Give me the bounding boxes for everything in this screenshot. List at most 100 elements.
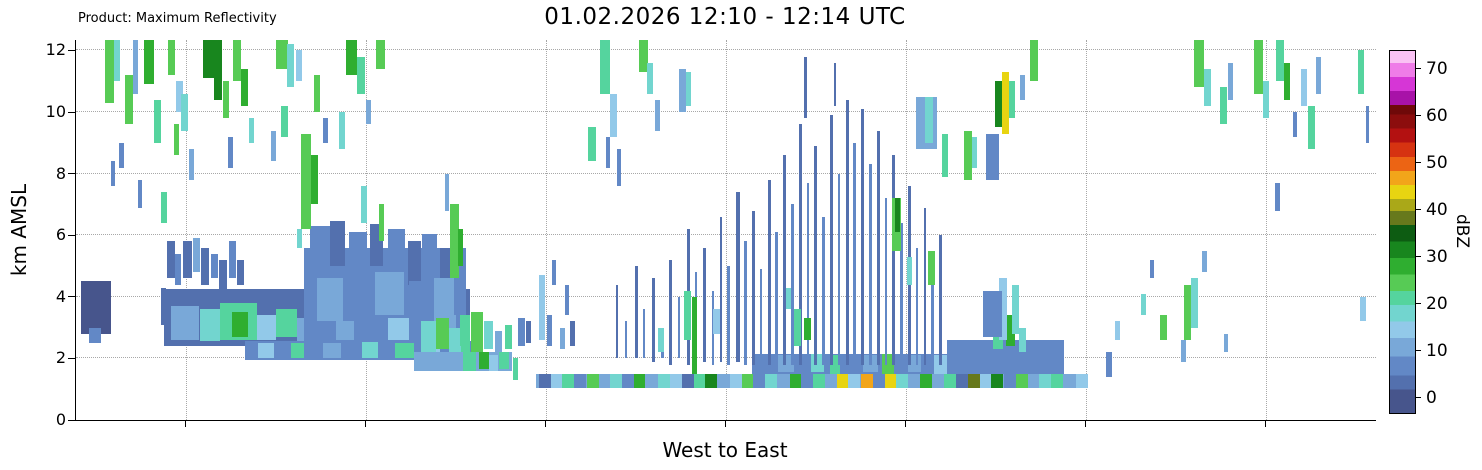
reflectivity-bar — [570, 321, 576, 347]
reflectivity-bar — [729, 373, 742, 388]
reflectivity-bar — [360, 185, 368, 223]
reflectivity-bar — [489, 355, 499, 371]
reflectivity-bar — [1201, 250, 1207, 273]
reflectivity-bar — [182, 241, 192, 279]
reflectivity-bar — [113, 40, 121, 82]
product-label: Product: Maximum Reflectivity — [78, 11, 277, 26]
x-tick — [184, 421, 186, 427]
reflectivity-bar — [219, 259, 227, 291]
reflectivity-bar — [705, 373, 718, 388]
gridline-vertical — [906, 40, 908, 420]
reflectivity-bar — [599, 40, 611, 94]
reflectivity-bar — [471, 312, 483, 353]
colorbar-tick-label: 50 — [1426, 152, 1448, 173]
reflectivity-bar — [651, 278, 655, 362]
reflectivity-bar — [806, 182, 810, 365]
colorbar-label: dBZ — [1450, 50, 1474, 412]
reflectivity-bar — [685, 72, 691, 106]
reflectivity-bar — [791, 204, 794, 365]
reflectivity-bar — [646, 62, 654, 94]
reflectivity-bar — [884, 373, 897, 388]
reflectivity-bar — [633, 373, 646, 388]
reflectivity-bar — [719, 216, 723, 362]
y-tick — [68, 357, 75, 359]
reflectivity-bar — [349, 284, 370, 328]
reflectivity-bar — [104, 40, 114, 103]
colorbar-tick-label: 0 — [1426, 387, 1437, 408]
reflectivity-bar — [479, 352, 490, 370]
reflectivity-bar — [295, 50, 303, 82]
reflectivity-bar — [830, 355, 841, 374]
reflectivity-bar — [1223, 333, 1228, 353]
reflectivity-bar — [365, 99, 372, 125]
reflectivity-bar — [518, 318, 525, 347]
reflectivity-bar — [1009, 81, 1015, 119]
reflectivity-bar — [394, 343, 414, 359]
reflectivity-bar — [896, 373, 909, 388]
reflectivity-bar — [1262, 81, 1270, 119]
reflectivity-bar — [1360, 296, 1366, 322]
reflectivity-bar — [458, 229, 464, 267]
reflectivity-bar — [297, 229, 303, 248]
reflectivity-bar — [433, 278, 455, 322]
reflectivity-bar — [232, 312, 248, 337]
reflectivity-bar — [986, 133, 999, 180]
reflectivity-bar — [546, 315, 552, 347]
reflectivity-bar — [814, 145, 818, 365]
reflectivity-bar — [645, 373, 658, 388]
gridline-vertical — [1266, 40, 1268, 420]
reflectivity-bar — [300, 133, 312, 230]
reflectivity-bar — [1018, 327, 1027, 353]
reflectivity-bar — [941, 133, 949, 177]
reflectivity-bar — [125, 75, 134, 125]
reflectivity-bar — [1019, 75, 1025, 100]
reflectivity-bar — [991, 373, 1004, 388]
reflectivity-bar — [1220, 87, 1227, 125]
reflectivity-bar — [111, 161, 115, 186]
reflectivity-bar — [512, 358, 518, 380]
reflectivity-bar — [286, 44, 295, 88]
reflectivity-bar — [934, 355, 949, 374]
reflectivity-bar — [804, 56, 807, 119]
reflectivity-bar — [670, 373, 683, 388]
reflectivity-bar — [349, 232, 368, 279]
reflectivity-bar — [356, 56, 365, 94]
reflectivity-bar — [924, 96, 933, 143]
reflectivity-bar — [1183, 284, 1192, 340]
reflectivity-bar — [81, 281, 112, 334]
reflectivity-bar — [923, 207, 927, 365]
reflectivity-bar — [736, 192, 740, 362]
y-tick-label: 2 — [55, 348, 66, 368]
chart-title: 01.02.2026 12:10 - 12:14 UTC — [544, 4, 906, 30]
reflectivity-bar — [1357, 50, 1365, 94]
reflectivity-bar — [1075, 373, 1088, 388]
reflectivity-bar — [684, 290, 691, 340]
reflectivity-bar — [615, 284, 619, 359]
reflectivity-bar — [450, 204, 460, 279]
reflectivity-bar — [785, 287, 791, 310]
y-tick-label: 4 — [55, 286, 66, 306]
reflectivity-bar — [1191, 278, 1198, 328]
reflectivity-bar — [876, 130, 880, 365]
reflectivity-bar — [484, 321, 494, 350]
reflectivity-bar — [1253, 40, 1263, 94]
reflectivity-bar — [445, 173, 450, 211]
reflectivity-bar — [388, 229, 405, 273]
reflectivity-bar — [610, 373, 623, 388]
reflectivity-bar — [559, 327, 565, 350]
reflectivity-bar — [804, 318, 811, 340]
reflectivity-bar — [1204, 68, 1211, 106]
reflectivity-bar — [189, 149, 195, 180]
reflectivity-bar — [956, 373, 969, 388]
reflectivity-bar — [711, 290, 715, 365]
reflectivity-bar — [668, 259, 672, 365]
plot-area — [75, 40, 1376, 421]
reflectivity-bar — [203, 40, 214, 79]
y-tick — [68, 173, 75, 175]
reflectivity-bar — [1365, 105, 1370, 143]
y-tick — [68, 111, 75, 113]
colorbar-tick-label: 40 — [1426, 199, 1448, 220]
reflectivity-bar — [872, 373, 885, 388]
reflectivity-bar — [892, 155, 896, 365]
reflectivity-bar — [853, 142, 856, 365]
